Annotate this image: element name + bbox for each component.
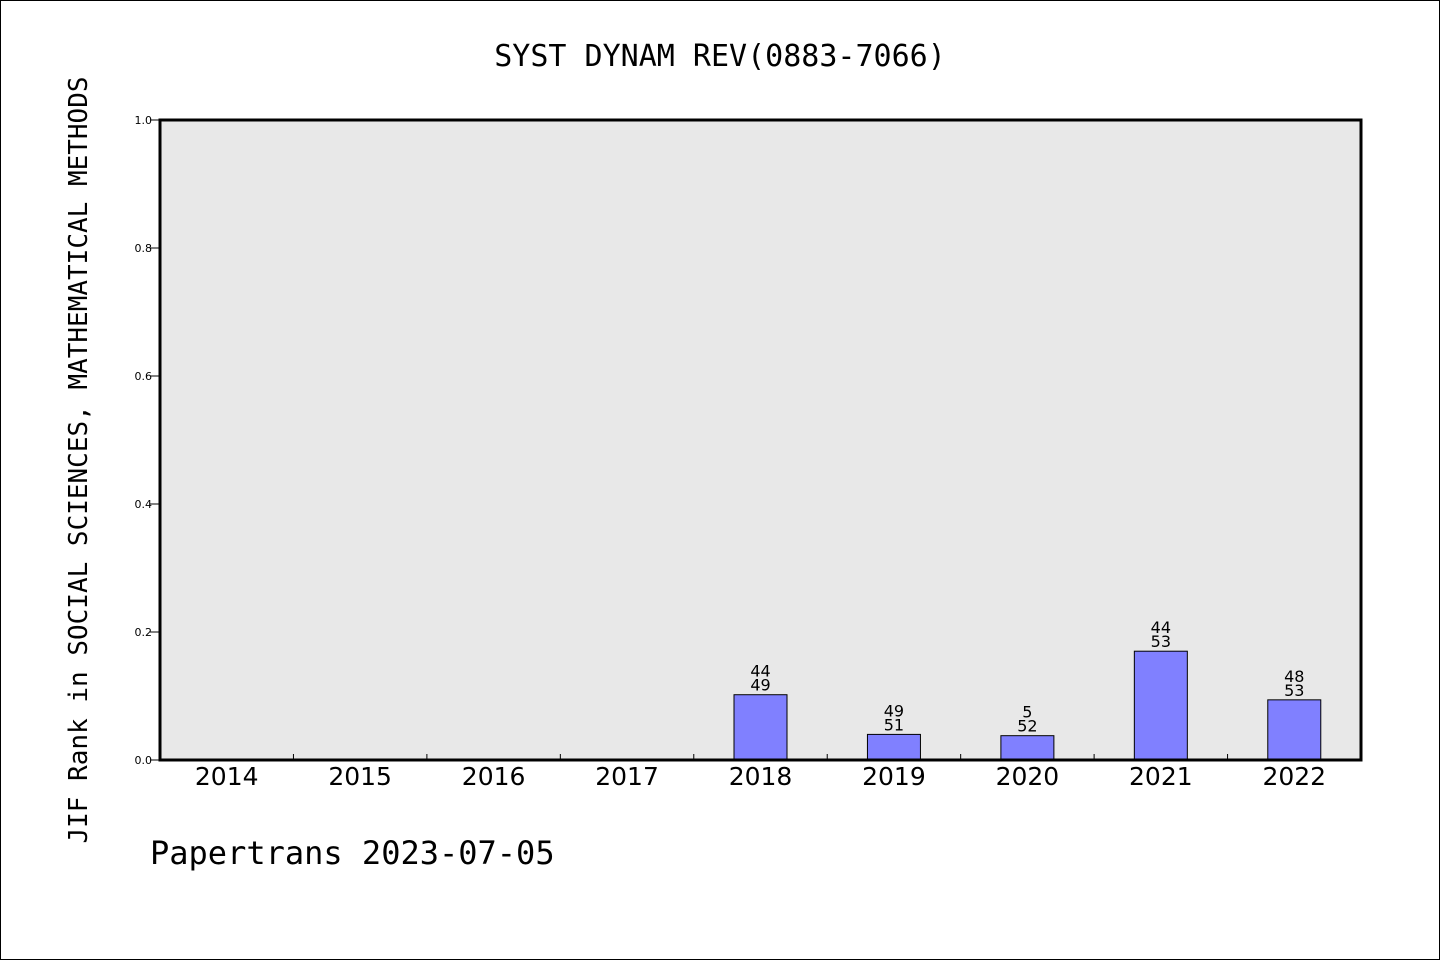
bar-label: 49 [750,676,770,695]
x-tick-label: 2014 [195,762,259,791]
bar-label: 53 [1151,632,1171,651]
bar-label: 52 [1017,717,1037,736]
bar-2021 [1133,650,1188,761]
y-axis-ticks: 0.0 0.2 0.4 0.6 0.8 1.0 [135,114,160,767]
y-tick-label: 0.0 [135,754,153,767]
y-tick-label: 0.4 [135,498,153,511]
y-tick-label: 0.6 [135,370,153,383]
x-tick-label: 2017 [595,762,659,791]
bar-2020 [1000,735,1055,761]
x-tick-label: 2015 [328,762,392,791]
bar-label: 44 [750,662,770,681]
x-axis-ticks: 2014 2015 2016 2017 2018 2019 2020 2021 2022 [195,754,1326,791]
bar-label: 51 [884,715,904,734]
bars [160,650,1361,762]
x-tick-label: 2018 [729,762,793,791]
x-tick-label: 2016 [462,762,526,791]
bar-label: 44 [1151,618,1171,637]
y-tick-label: 1.0 [135,114,153,127]
x-tick-label: 2019 [862,762,926,791]
bar-2019 [866,733,921,761]
bar-label: 53 [1284,681,1304,700]
x-tick-label: 2020 [996,762,1060,791]
chart-title: SYST DYNAM REV(0883-7066) [494,39,946,74]
bar-label: 5 [1022,703,1032,722]
x-tick-label: 2021 [1129,762,1193,791]
y-tick-label: 0.8 [135,242,153,255]
x-tick-label: 2022 [1262,762,1326,791]
bar-label: 49 [884,701,904,720]
bar-2022 [1267,699,1322,761]
y-tick-label: 0.2 [135,626,153,639]
bar-2018 [733,694,788,761]
y-axis-label: JIF Rank in SOCIAL SCIENCES, MATHEMATICA… [64,76,94,843]
bar-label: 48 [1284,667,1304,686]
footer-text: Papertrans 2023-07-05 [150,834,555,872]
